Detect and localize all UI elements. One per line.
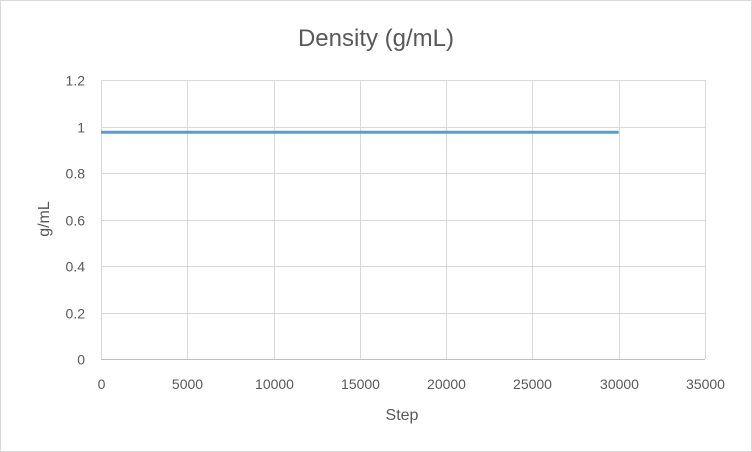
grid-lines (101, 80, 706, 359)
y-tick-label: 0.4 (66, 259, 86, 275)
x-tick-labels: 0 5000 10000 15000 20000 25000 30000 35000 (98, 376, 726, 392)
chart-title: Density (g/mL) (298, 25, 454, 52)
y-tick-label: 0.8 (66, 166, 86, 182)
y-tick-label: 0.6 (66, 213, 86, 229)
y-tick-label: 0.2 (66, 306, 86, 322)
x-tick-label: 15000 (341, 376, 380, 392)
x-tick-label: 30000 (600, 376, 639, 392)
y-tick-labels: 0 0.2 0.4 0.6 0.8 1 1.2 (66, 73, 86, 368)
x-tick-label: 20000 (427, 376, 466, 392)
x-tick-label: 35000 (686, 376, 725, 392)
x-tick-label: 5000 (172, 376, 203, 392)
x-tick-label: 0 (98, 376, 106, 392)
x-tick-label: 25000 (513, 376, 552, 392)
y-axis-title: g/mL (36, 201, 53, 237)
x-axis-title: Step (386, 407, 419, 424)
y-tick-label: 0 (77, 352, 85, 368)
x-tick-label: 10000 (255, 376, 294, 392)
y-tick-label: 1.2 (66, 73, 86, 89)
y-tick-label: 1 (77, 120, 85, 136)
